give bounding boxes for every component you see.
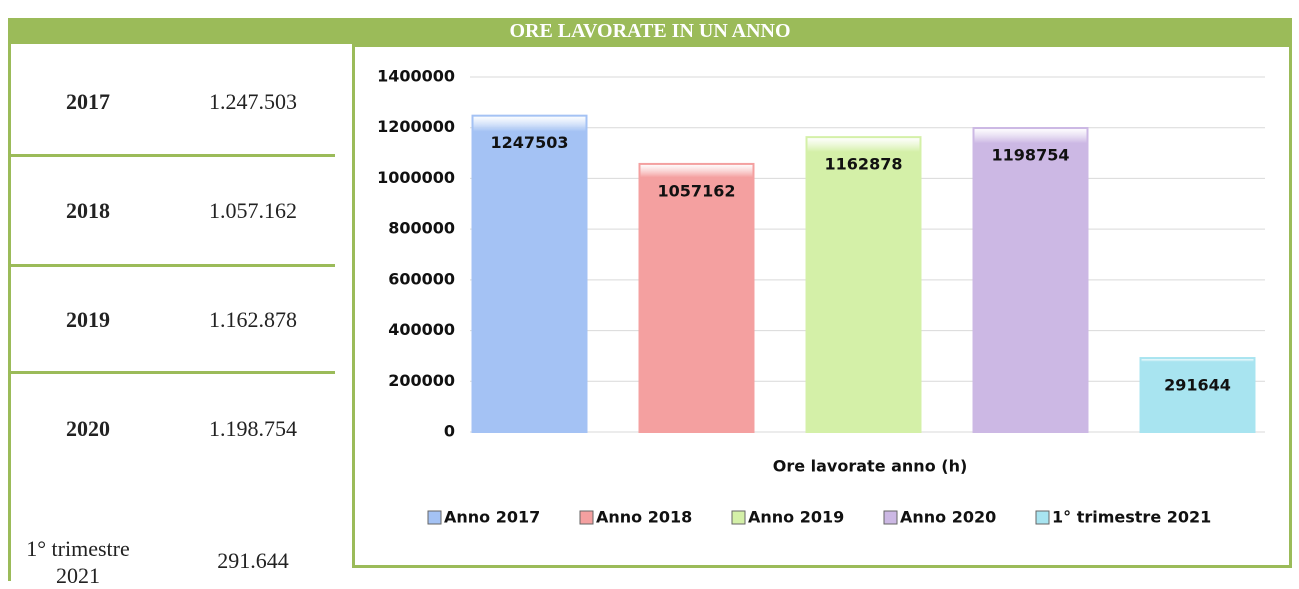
bar	[1139, 357, 1256, 434]
value-cell: 1.247.503	[209, 89, 297, 114]
legend-swatch	[1035, 510, 1050, 525]
x-axis-label: Ore lavorate anno (h)	[773, 457, 968, 476]
bar	[471, 114, 588, 433]
y-tick-label: 400000	[388, 320, 455, 339]
value-cell: 1.057.162	[209, 198, 297, 223]
year-cell: 2019	[66, 307, 110, 332]
row-divider	[8, 371, 335, 374]
legend-swatch	[579, 510, 594, 525]
data-label: 1198754	[992, 146, 1070, 165]
value-cell: 1.162.878	[209, 307, 297, 332]
row-divider	[8, 154, 335, 157]
legend-swatch	[883, 510, 898, 525]
bar	[638, 162, 755, 433]
legend-label: 1° trimestre 2021	[1052, 508, 1211, 527]
data-label: 1057162	[658, 181, 736, 200]
y-tick-label: 1400000	[377, 67, 455, 86]
y-tick-label: 200000	[388, 371, 455, 390]
y-tick-label: 800000	[388, 219, 455, 238]
legend-label: Anno 2020	[900, 508, 996, 527]
legend-swatch	[731, 510, 746, 525]
legend-label: Anno 2018	[596, 508, 692, 527]
data-label: 1247503	[491, 133, 569, 152]
y-tick-label: 1000000	[377, 168, 455, 187]
y-tick-label: 0	[444, 422, 455, 441]
value-cell: 291.644	[217, 548, 289, 573]
chart-frame	[352, 44, 1292, 568]
legend-label: Anno 2019	[748, 508, 844, 527]
year-cell: 2017	[66, 89, 110, 114]
year-cell: 2020	[66, 416, 110, 441]
bar	[972, 127, 1089, 433]
row-divider	[8, 264, 335, 267]
data-label: 1162878	[825, 155, 903, 174]
data-label: 291644	[1164, 376, 1231, 395]
year-cell: 2018	[66, 198, 110, 223]
title-bar: ORE LAVORATE IN UN ANNO	[8, 18, 1292, 44]
bar	[805, 136, 922, 434]
value-cell: 1.198.754	[209, 416, 297, 441]
border	[8, 44, 11, 581]
y-tick-label: 1200000	[377, 117, 455, 136]
y-tick-label: 600000	[388, 269, 455, 288]
legend-swatch	[427, 510, 442, 525]
legend-label: Anno 2017	[444, 508, 540, 527]
